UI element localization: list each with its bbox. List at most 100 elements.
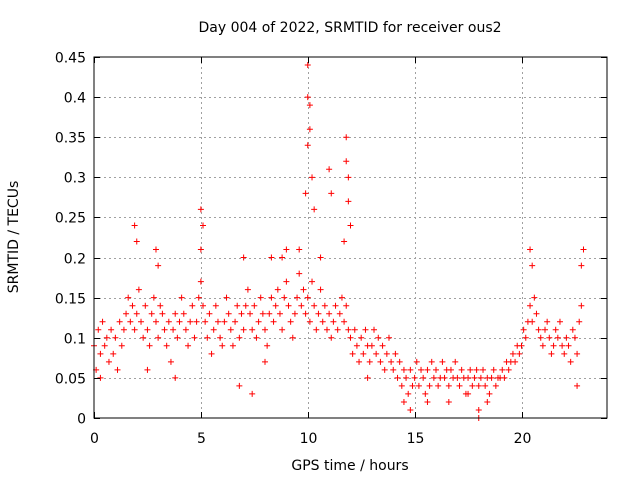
data-point	[311, 206, 318, 213]
data-point	[390, 366, 397, 373]
data-point	[552, 326, 559, 333]
data-point	[578, 262, 585, 269]
data-point	[556, 318, 563, 325]
data-point	[223, 294, 230, 301]
data-point	[529, 318, 536, 325]
data-point	[441, 374, 448, 381]
data-point	[234, 302, 241, 309]
data-point	[379, 342, 386, 349]
data-point	[465, 374, 472, 381]
y-tick-label: 0.15	[55, 292, 86, 308]
data-point	[302, 310, 309, 317]
data-point	[418, 366, 425, 373]
data-point	[281, 294, 288, 301]
data-point	[110, 350, 117, 357]
data-point	[407, 406, 414, 413]
data-point	[567, 358, 574, 365]
data-point	[114, 366, 121, 373]
data-point	[330, 318, 337, 325]
data-point	[262, 358, 268, 365]
data-point	[445, 382, 452, 389]
data-point	[486, 390, 493, 397]
data-point	[445, 398, 452, 405]
data-point	[550, 342, 557, 349]
data-point	[287, 318, 294, 325]
data-point	[527, 302, 534, 309]
data-point	[214, 318, 221, 325]
data-point	[323, 326, 330, 333]
data-point	[475, 382, 482, 389]
data-point	[217, 334, 224, 341]
data-point	[544, 318, 551, 325]
data-point	[133, 238, 140, 245]
data-point	[569, 326, 576, 333]
data-point	[274, 286, 281, 293]
data-point	[574, 382, 581, 389]
data-point	[529, 262, 536, 269]
data-point	[490, 366, 497, 373]
data-point	[127, 318, 134, 325]
data-point	[563, 334, 570, 341]
tick-labels-layer: 0 0.05 0.1 0.15 0.2 0.25 0.3 0.35 0.4 0.45 0 5 10 15 2…	[55, 51, 532, 448]
y-tick-label: 0.05	[55, 372, 86, 388]
data-point	[319, 318, 326, 325]
data-point	[336, 310, 343, 317]
data-point	[375, 334, 382, 341]
data-point	[236, 382, 243, 389]
data-point	[317, 286, 324, 293]
data-point	[140, 334, 147, 341]
data-point	[574, 350, 581, 357]
data-point	[174, 334, 181, 341]
data-point	[469, 382, 476, 389]
data-point	[142, 302, 149, 309]
data-point	[480, 366, 487, 373]
data-point	[309, 174, 316, 181]
data-point	[279, 254, 286, 261]
data-point	[407, 366, 414, 373]
data-point	[424, 398, 431, 405]
data-point	[167, 358, 174, 365]
data-point	[360, 350, 367, 357]
data-point	[163, 342, 170, 349]
data-point	[505, 366, 512, 373]
data-point	[283, 246, 290, 253]
data-point	[439, 358, 446, 365]
data-point	[97, 350, 104, 357]
data-point	[546, 334, 553, 341]
data-point	[456, 382, 463, 389]
data-point	[433, 366, 439, 373]
data-point	[343, 302, 350, 309]
data-point	[276, 310, 283, 317]
data-point	[242, 302, 249, 309]
data-point	[204, 334, 211, 341]
data-point	[197, 278, 204, 285]
data-point	[403, 374, 410, 381]
data-point	[321, 302, 328, 309]
data-point	[473, 366, 480, 373]
data-point	[244, 286, 251, 293]
data-point	[341, 318, 348, 325]
y-tick-label: 0.1	[64, 332, 86, 348]
data-point	[125, 294, 132, 301]
data-point	[362, 326, 369, 333]
data-point	[345, 326, 352, 333]
data-point	[172, 310, 179, 317]
data-point	[349, 350, 356, 357]
data-point	[304, 94, 311, 101]
data-point	[347, 334, 354, 341]
data-point	[428, 358, 435, 365]
data-point	[396, 358, 403, 365]
data-point	[484, 398, 491, 405]
data-point	[304, 142, 311, 149]
data-point	[509, 350, 516, 357]
data-point	[159, 310, 166, 317]
data-point	[501, 374, 508, 381]
data-point	[144, 326, 151, 333]
data-point	[189, 302, 196, 309]
data-point	[112, 334, 119, 341]
data-point	[345, 198, 352, 205]
x-tick-label: 5	[197, 431, 206, 447]
data-point	[289, 334, 296, 341]
data-point	[400, 398, 407, 405]
data-point	[202, 318, 209, 325]
